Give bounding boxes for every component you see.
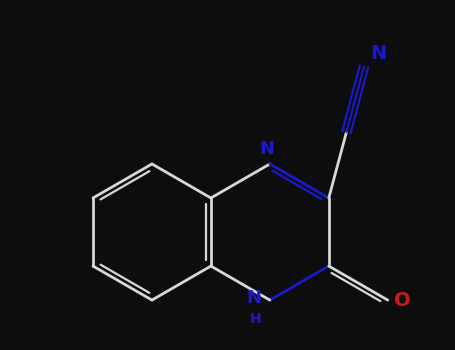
Text: O: O xyxy=(394,290,411,310)
Text: H: H xyxy=(250,312,262,326)
Text: N: N xyxy=(260,140,275,158)
Text: N: N xyxy=(371,44,387,63)
Text: N: N xyxy=(247,289,262,307)
